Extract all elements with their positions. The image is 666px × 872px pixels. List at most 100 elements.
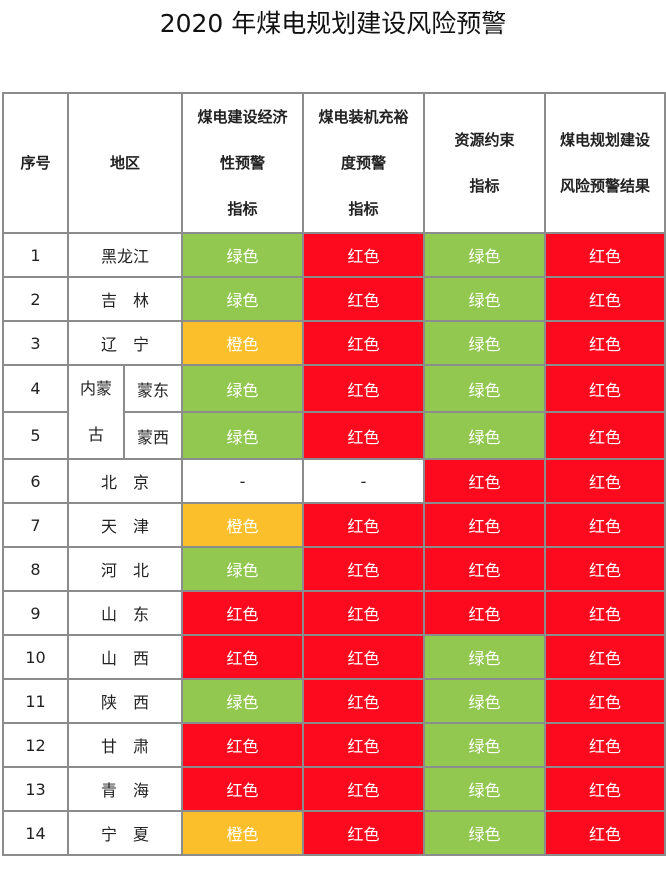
- row-number: 6: [2, 458, 69, 504]
- column-header: 煤电建设经济 性预警 指标: [181, 92, 305, 234]
- column-header-line: 序号: [20, 154, 51, 172]
- row-number: 9: [2, 590, 69, 636]
- status-cell: 红色: [544, 546, 666, 592]
- table-row: 12 甘 肃红色 红色 绿色 红色: [2, 722, 666, 768]
- status-cell: 红色: [544, 364, 666, 413]
- row-number: 13: [2, 766, 69, 812]
- sub-region: 蒙西: [122, 411, 184, 460]
- status-cell: 红色: [302, 678, 426, 724]
- status-cell: 红色: [181, 766, 305, 812]
- region-merged-label: 内蒙古: [67, 364, 125, 460]
- status-cell: 橙色: [181, 810, 305, 856]
- status-cell: 红色: [423, 590, 547, 636]
- column-header-line: 煤电装机充裕: [318, 108, 409, 126]
- status-cell: 红色: [544, 590, 666, 636]
- status-cell: 红色: [302, 276, 426, 322]
- status-cell: 绿色: [423, 364, 547, 413]
- region: 甘 肃: [66, 722, 184, 768]
- status-cell: 红色: [544, 276, 666, 322]
- region: 山 东: [66, 590, 184, 636]
- status-cell: 红色: [181, 722, 305, 768]
- row-number: 1: [2, 232, 69, 278]
- status-cell: 绿色: [423, 678, 547, 724]
- status-cell: 红色: [544, 502, 666, 548]
- status-cell: 绿色: [181, 276, 305, 322]
- row-number: 12: [2, 722, 69, 768]
- status-cell: 红色: [302, 766, 426, 812]
- row-number: 8: [2, 546, 69, 592]
- status-cell: 红色: [302, 411, 426, 460]
- column-header-line: 风险预警结果: [560, 177, 651, 195]
- column-header: 序号: [2, 92, 69, 234]
- row-number: 3: [2, 320, 69, 366]
- row-number: 14: [2, 810, 69, 856]
- row-number: 2: [2, 276, 69, 322]
- status-cell: 红色: [544, 634, 666, 680]
- column-header: 煤电规划建设 风险预警结果: [544, 92, 666, 234]
- status-cell: 红色: [544, 766, 666, 812]
- column-header-line: 煤电规划建设: [560, 131, 651, 149]
- table-row: 1 黑龙江 绿色 红色 绿色 红色: [2, 232, 666, 278]
- status-cell: 绿色: [181, 678, 305, 724]
- column-header-line: 资源约束: [454, 131, 515, 149]
- risk-warning-table: 序号 地区 煤电建设经济 性预警 指标 煤电装机充裕 度预警 指标 资源约束 指标 煤电规划建设 风险…: [2, 92, 666, 856]
- region: 天 津: [66, 502, 184, 548]
- status-cell: 红色: [302, 810, 426, 856]
- status-cell: 红色: [423, 502, 547, 548]
- status-cell: 绿色: [423, 320, 547, 366]
- status-cell: 红色: [302, 232, 426, 278]
- region: 北 京: [66, 458, 184, 504]
- status-cell: 红色: [181, 634, 305, 680]
- column-header: 煤电装机充裕 度预警指标: [302, 92, 426, 234]
- status-cell: 橙色: [181, 320, 305, 366]
- row-number: 7: [2, 502, 69, 548]
- header-row: 序号 地区 煤电建设经济 性预警 指标 煤电装机充裕 度预警 指标 资源约束 指标 煤电规划建设 风险…: [2, 92, 666, 234]
- region: 陕 西: [66, 678, 184, 724]
- row-number: 5: [2, 411, 69, 460]
- column-header-line: 度预警: [341, 154, 387, 172]
- status-cell: 红色: [544, 722, 666, 768]
- status-cell: 红色: [181, 590, 305, 636]
- region: 河 北: [66, 546, 184, 592]
- status-cell: 绿色: [181, 364, 305, 413]
- status-cell: 红色: [544, 458, 666, 504]
- column-header: 资源约束 指标: [423, 92, 547, 234]
- status-cell: 绿色: [423, 634, 547, 680]
- region: 宁 夏: [66, 810, 184, 856]
- column-header-line: 指标: [227, 200, 258, 218]
- region: 山 西: [66, 634, 184, 680]
- column-header-line: 地区: [110, 154, 141, 172]
- table-row: 14 宁 夏橙色 红色 绿色 红色: [2, 810, 666, 856]
- column-header: 地区: [66, 92, 184, 234]
- sub-region: 蒙东: [122, 364, 184, 413]
- region-label-line: 古: [87, 425, 104, 444]
- status-cell: 红色: [544, 678, 666, 724]
- row-number: 4: [2, 364, 69, 413]
- status-cell: 绿色: [181, 411, 305, 460]
- status-cell: -: [302, 458, 426, 504]
- region: 黑龙江: [66, 232, 184, 278]
- table-row: 4 内蒙古蒙东 绿色 红色 绿色 红色: [2, 364, 666, 460]
- table-row: 5 蒙西 绿色 红色 绿色 红色: [2, 411, 666, 460]
- column-header-line: 指标: [348, 200, 379, 218]
- status-cell: 绿色: [423, 810, 547, 856]
- status-cell: 绿色: [181, 546, 305, 592]
- status-cell: 绿色: [423, 232, 547, 278]
- table-row: 11 陕 西绿色 红色 绿色 红色: [2, 678, 666, 724]
- row-number: 10: [2, 634, 69, 680]
- status-cell: 绿色: [181, 232, 305, 278]
- status-cell: 红色: [302, 722, 426, 768]
- column-header-line: 性预警: [220, 154, 266, 172]
- status-cell: 红色: [544, 232, 666, 278]
- status-cell: 红色: [544, 411, 666, 460]
- status-cell: 红色: [423, 546, 547, 592]
- status-cell: -: [181, 458, 305, 504]
- status-cell: 红色: [302, 364, 426, 413]
- status-cell: 橙色: [181, 502, 305, 548]
- status-cell: 红色: [423, 458, 547, 504]
